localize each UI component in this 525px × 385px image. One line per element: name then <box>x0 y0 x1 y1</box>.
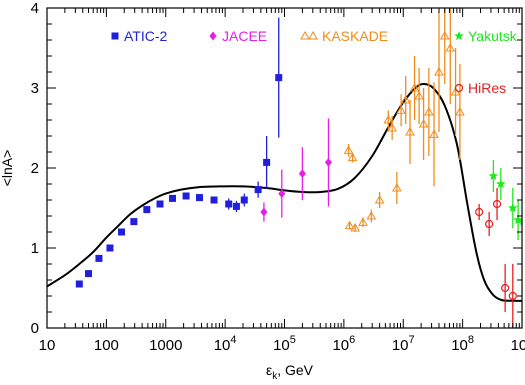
data-point <box>225 200 233 208</box>
data-point <box>396 105 406 114</box>
data-point <box>508 203 518 213</box>
series-kaskade <box>343 8 465 232</box>
data-point <box>347 152 358 162</box>
data-point <box>492 199 502 209</box>
data-point <box>374 194 385 204</box>
data-point <box>366 210 377 220</box>
legend-label: HiRes <box>468 80 506 96</box>
data-point <box>501 283 510 293</box>
series-atic-2 <box>75 17 283 288</box>
data-point <box>455 106 465 116</box>
x-tick-label: 10 <box>39 337 56 354</box>
data-point <box>275 74 283 82</box>
data-point <box>383 114 394 124</box>
data-point <box>343 145 354 154</box>
x-tick-label: 107 <box>392 334 415 354</box>
data-point <box>414 90 424 100</box>
data-point <box>434 66 444 76</box>
data-point <box>485 219 494 229</box>
legend: ATIC-2 JACEE KASKADE Yakutsk HiRes <box>111 28 518 96</box>
y-tick-label: 3 <box>31 80 39 97</box>
data-point <box>240 196 248 204</box>
legend-label: KASKADE <box>322 28 388 44</box>
data-point <box>358 217 368 226</box>
data-point <box>143 206 151 214</box>
data-point <box>344 220 355 230</box>
data-point <box>324 157 332 167</box>
y-tick-label: 2 <box>31 160 39 177</box>
data-point <box>488 171 499 181</box>
data-point <box>429 129 439 138</box>
legend-entry-jacee: JACEE <box>209 28 267 44</box>
legend-entry-yakutsk: Yakutsk <box>454 28 518 44</box>
x-tick-label: 105 <box>273 334 296 354</box>
axis-ticks: 10 100 1000 104 105 106 107 108 109 0 1 2 3 4 <box>31 0 525 354</box>
data-point <box>195 194 203 202</box>
y-tick-label: 0 <box>31 320 39 337</box>
data-point <box>156 200 164 208</box>
data-point <box>169 194 177 202</box>
data-point <box>298 169 306 179</box>
data-point <box>182 192 190 200</box>
data-point <box>391 182 402 192</box>
data-point <box>85 270 93 278</box>
x-tick-label: 100 <box>94 337 119 354</box>
data-point <box>232 202 240 210</box>
model-curve <box>47 82 522 302</box>
x-tick-label: 106 <box>332 334 355 354</box>
data-point <box>106 244 114 252</box>
series-yakutsk <box>488 160 522 240</box>
y-tick-label: 4 <box>31 0 39 17</box>
data-point <box>400 94 411 104</box>
model-curve-group <box>47 82 522 302</box>
x-tick-label: 109 <box>511 334 525 354</box>
legend-marker <box>300 30 310 40</box>
data-point <box>405 126 415 136</box>
data-points-group <box>75 8 522 328</box>
legend-marker <box>111 32 119 40</box>
legend-label: ATIC-2 <box>124 28 168 44</box>
legend-marker <box>209 31 217 41</box>
x-axis-label: εk, GeV <box>266 362 314 382</box>
legend-marker <box>308 30 318 40</box>
data-point <box>518 219 522 226</box>
series-hires <box>475 188 517 328</box>
x-tick-label: 108 <box>451 334 474 354</box>
data-point <box>387 122 398 132</box>
data-point <box>260 207 268 217</box>
legend-label: JACEE <box>222 28 267 44</box>
data-point <box>418 118 429 128</box>
series-jacee <box>260 118 332 222</box>
data-point <box>350 222 361 232</box>
data-point <box>254 186 262 194</box>
data-point <box>278 189 286 199</box>
legend-entry-hires: HiRes <box>454 80 506 96</box>
legend-entry-kaskade: KASKADE <box>300 28 388 44</box>
legend-label: Yakutsk <box>468 28 518 44</box>
data-point <box>513 215 522 225</box>
data-point <box>95 254 103 262</box>
data-point <box>475 207 484 217</box>
data-point <box>409 82 420 92</box>
legend-marker <box>454 83 464 93</box>
legend-marker <box>454 31 464 41</box>
data-point <box>263 158 271 166</box>
y-axis-label: <lnA> <box>0 150 15 187</box>
data-point <box>496 179 506 189</box>
data-point <box>210 196 218 204</box>
data-point <box>75 280 83 288</box>
y-tick-label: 1 <box>31 240 39 257</box>
data-point <box>439 30 450 40</box>
data-point <box>118 228 126 236</box>
data-point <box>508 291 517 301</box>
x-tick-label: 104 <box>214 334 237 354</box>
data-point <box>130 218 138 226</box>
data-point <box>424 106 434 116</box>
x-tick-label: 1000 <box>149 337 182 354</box>
data-point <box>445 42 456 52</box>
legend-entry-atic-2: ATIC-2 <box>111 28 168 44</box>
